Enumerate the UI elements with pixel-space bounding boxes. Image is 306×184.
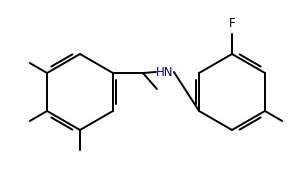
Text: F: F — [229, 17, 235, 30]
Text: HN: HN — [156, 66, 174, 79]
